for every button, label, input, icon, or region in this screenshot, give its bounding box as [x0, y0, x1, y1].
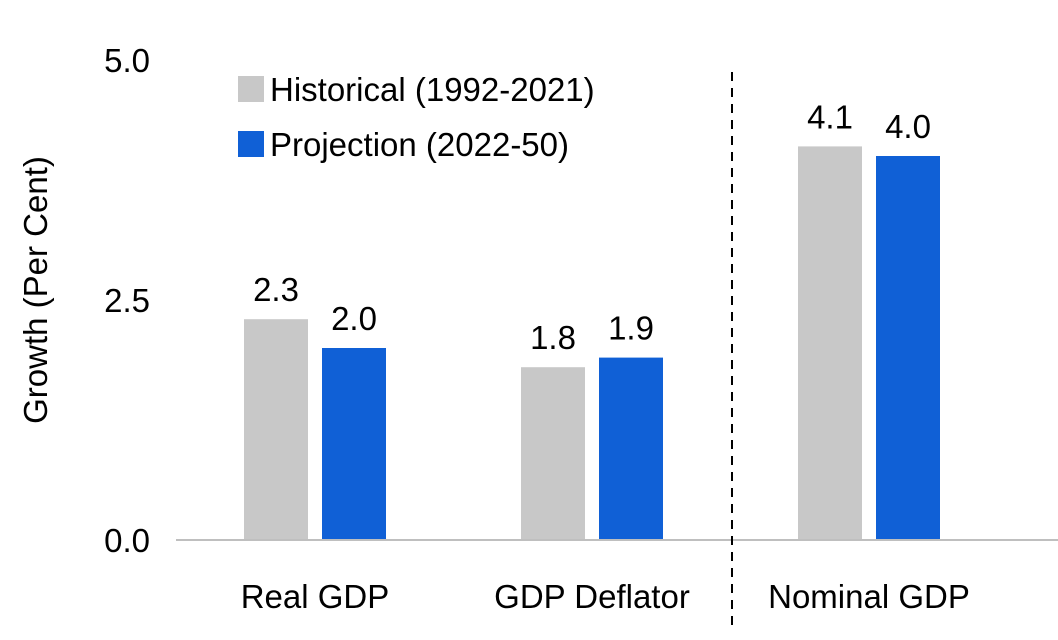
- bar-projection-1: [599, 357, 663, 540]
- legend-label: Projection (2022-50): [270, 126, 569, 163]
- bar-historical-0: [244, 319, 308, 540]
- legend-swatch: [238, 131, 264, 157]
- bar-historical-1: [521, 367, 585, 540]
- data-label: 4.1: [807, 98, 853, 135]
- bar-projection-2: [876, 156, 940, 540]
- bar-historical-2: [798, 146, 862, 540]
- data-labels: 2.3 2.0 1.8 1.9 4.1 4.0: [253, 98, 931, 356]
- category-labels: Real GDP GDP Deflator Nominal GDP: [241, 578, 970, 615]
- y-axis-label: Growth (Per Cent): [17, 156, 54, 424]
- category-label: GDP Deflator: [494, 578, 690, 615]
- y-tick-label: 0.0: [104, 522, 150, 559]
- y-tick-label: 2.5: [104, 282, 150, 319]
- data-label: 1.9: [608, 310, 654, 347]
- legend-swatch: [238, 76, 264, 102]
- y-tick-labels: 0.0 2.5 5.0: [104, 42, 150, 559]
- y-tick-label: 5.0: [104, 42, 150, 79]
- category-label: Nominal GDP: [768, 578, 970, 615]
- data-label: 2.0: [331, 300, 377, 337]
- data-label: 4.0: [885, 108, 931, 145]
- category-label: Real GDP: [241, 578, 390, 615]
- data-label: 1.8: [530, 319, 576, 356]
- legend-label: Historical (1992-2021): [270, 71, 595, 108]
- data-label: 2.3: [253, 271, 299, 308]
- bar-projection-0: [322, 348, 386, 540]
- bars: [244, 146, 940, 540]
- legend: Historical (1992-2021) Projection (2022-5…: [238, 71, 595, 163]
